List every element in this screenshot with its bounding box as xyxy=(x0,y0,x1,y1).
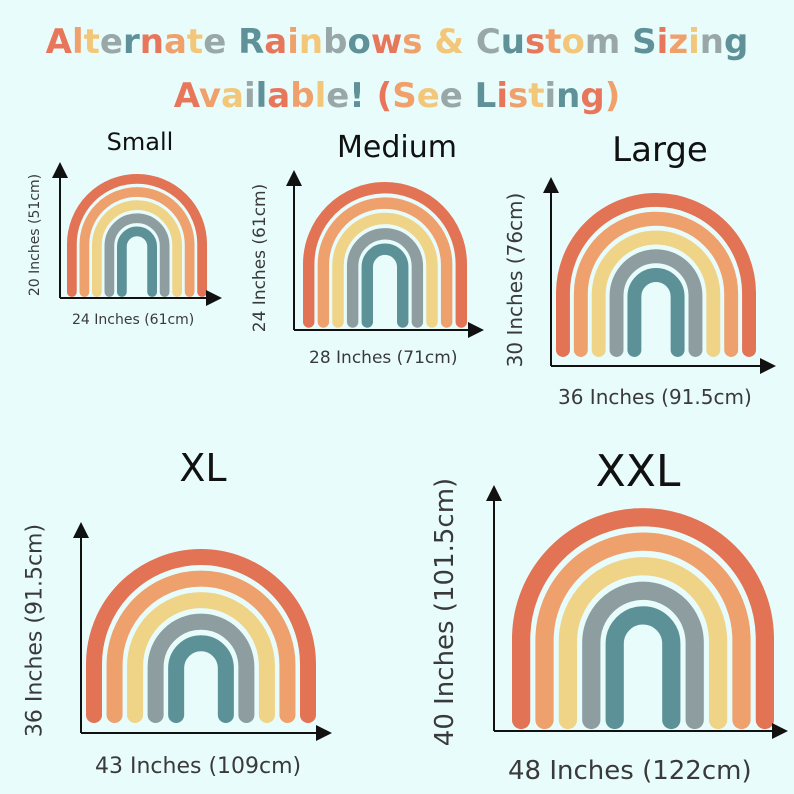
rainbow-band-3 xyxy=(332,212,438,328)
width-label-xl: 43 Inches (109cm) xyxy=(95,754,302,779)
rainbow-large xyxy=(555,193,757,357)
rainbow-band-4 xyxy=(346,228,424,328)
rainbow-medium xyxy=(303,182,467,328)
size-label-xl: XL xyxy=(179,446,227,490)
rainbow-band-1 xyxy=(67,174,207,297)
rainbow-band-3 xyxy=(127,592,275,724)
rainbow-band-2 xyxy=(106,570,296,724)
rainbow-band-3 xyxy=(92,200,182,297)
size-label-large: Large xyxy=(612,130,708,170)
axes-large xyxy=(543,177,776,374)
width-label-xxl: 48 Inches (122cm) xyxy=(508,756,752,786)
headline-line-1: Alternate Rainbows & Custom Sizing xyxy=(45,22,749,62)
rainbow-band-2 xyxy=(535,532,751,730)
axes-xl xyxy=(73,522,332,741)
size-label-xxl: XXL xyxy=(595,446,681,497)
rainbow-small xyxy=(67,174,207,297)
rainbow-band-1 xyxy=(555,193,757,357)
size-label-medium: Medium xyxy=(337,130,457,165)
rainbow-band-1 xyxy=(85,549,317,724)
rainbow-band-2 xyxy=(79,187,195,297)
rainbow-band-2 xyxy=(573,211,739,357)
size-label-small: Small xyxy=(106,128,174,156)
rainbow-band-5 xyxy=(605,606,681,730)
rainbow-band-2 xyxy=(317,197,453,328)
width-label-medium: 28 Inches (71cm) xyxy=(309,348,458,368)
rainbow-xl xyxy=(85,549,317,724)
axes-small xyxy=(52,162,222,306)
rainbow-band-5 xyxy=(117,226,157,297)
rainbow-band-5 xyxy=(168,635,234,724)
rainbow-band-5 xyxy=(627,268,685,357)
rainbow-band-1 xyxy=(303,182,467,328)
width-label-small: 24 Inches (61cm) xyxy=(72,312,195,328)
rainbow-band-3 xyxy=(558,557,728,730)
rainbow-band-4 xyxy=(582,581,704,730)
axes-xxl xyxy=(486,485,788,739)
rainbow-band-3 xyxy=(591,230,721,357)
rainbow-band-1 xyxy=(511,508,775,730)
axes-medium xyxy=(286,170,484,338)
rainbow-band-4 xyxy=(147,613,255,724)
rainbow-xxl xyxy=(511,508,775,730)
rainbow-band-4 xyxy=(104,213,170,297)
width-label-large: 36 Inches (91.5cm) xyxy=(558,385,752,409)
headline-line-2: Available! (See Listing) xyxy=(173,76,621,116)
rainbow-band-5 xyxy=(361,243,409,328)
rainbow-band-4 xyxy=(609,249,703,357)
